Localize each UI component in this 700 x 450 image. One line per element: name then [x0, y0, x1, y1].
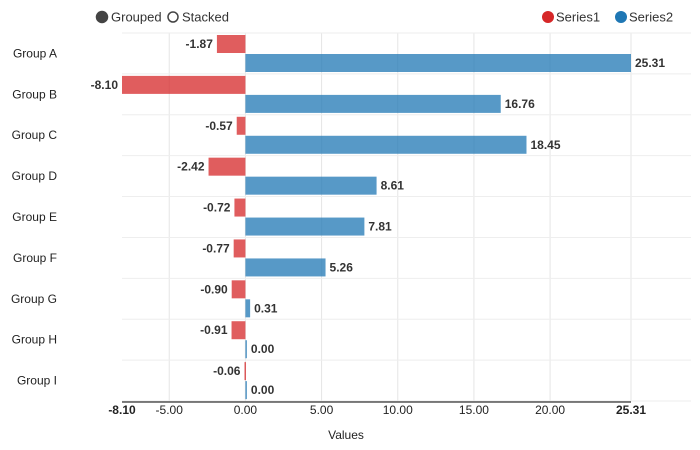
x-tick-label: 5.00	[310, 403, 334, 417]
category-label: Group F	[13, 251, 57, 265]
stacked-label[interactable]: Stacked	[182, 10, 229, 25]
bar-series1-group-f[interactable]	[233, 239, 246, 258]
category-label: Group B	[12, 87, 57, 101]
bar-series2-group-a[interactable]	[245, 54, 631, 72]
category-label: Group H	[12, 333, 57, 347]
legend-label[interactable]: Series1	[556, 10, 600, 25]
value-label: 0.00	[251, 342, 275, 356]
value-label: -0.91	[200, 323, 228, 337]
x-tick-label: 15.00	[459, 403, 489, 417]
category-label: Group I	[17, 374, 57, 388]
bar-series2-group-d[interactable]	[245, 176, 377, 195]
bar-series2-group-g[interactable]	[245, 299, 251, 318]
grouped-control[interactable]: Grouped	[95, 10, 162, 25]
value-label: 7.81	[368, 220, 392, 234]
category-label: Group D	[12, 169, 58, 183]
category-label: Group E	[12, 210, 57, 224]
value-label: -8.10	[91, 78, 119, 92]
bar-series1-group-a[interactable]	[216, 35, 246, 53]
bar-series1-group-b[interactable]	[122, 75, 246, 94]
legend-swatch-icon[interactable]	[615, 11, 627, 23]
value-labels: -1.87 25.31 -8.10 16.76 -0.57 18.45 -2.42 8.61 -…	[91, 37, 666, 397]
stacked-radio-icon[interactable]	[167, 11, 179, 23]
grouped-stacked-controls[interactable]: Grouped Stacked	[95, 10, 229, 25]
bar-series2-group-c[interactable]	[245, 135, 527, 154]
value-label: -1.87	[186, 37, 214, 51]
x-edge-label: -8.10	[108, 403, 136, 417]
bar-series2-group-h[interactable]	[245, 340, 247, 359]
category-labels: Group A Group B Group C Group D Group E Group…	[11, 46, 57, 387]
bar-series1-group-c[interactable]	[236, 116, 246, 135]
bar-series1-group-g[interactable]	[231, 280, 246, 299]
value-label: -0.77	[202, 241, 230, 255]
value-label: 16.76	[505, 97, 535, 111]
value-label: 8.61	[381, 179, 405, 193]
bar-series2-group-e[interactable]	[245, 217, 365, 236]
bar-series2-group-f[interactable]	[245, 258, 326, 277]
bar-series1-group-h[interactable]	[231, 321, 246, 340]
category-label: Group C	[12, 128, 58, 142]
value-label: 18.45	[530, 138, 560, 152]
bar-series1-group-d[interactable]	[208, 157, 246, 176]
value-label: 0.31	[254, 301, 278, 315]
value-label: 5.26	[330, 260, 354, 274]
grouped-radio-icon[interactable]	[95, 10, 109, 24]
grouped-label[interactable]: Grouped	[111, 10, 162, 25]
bar-series2-group-b[interactable]	[245, 94, 501, 113]
legend-label[interactable]: Series2	[629, 10, 673, 25]
legend-swatch-icon[interactable]	[542, 11, 554, 23]
x-axis-title: Values	[328, 428, 364, 442]
legend[interactable]: Series1 Series2	[542, 10, 673, 25]
bar-series2-group-i[interactable]	[245, 381, 247, 400]
value-label: -0.06	[213, 364, 241, 378]
value-label: -0.72	[203, 201, 231, 215]
bar-series1-group-i[interactable]	[244, 362, 246, 381]
x-tick-label: 0.00	[234, 403, 258, 417]
x-tick-label: 10.00	[383, 403, 413, 417]
value-label: -0.90	[200, 282, 228, 296]
value-label: -0.57	[205, 119, 233, 133]
bar-series1-group-e[interactable]	[234, 198, 246, 217]
category-label: Group A	[13, 46, 57, 60]
x-edge-label: 25.31	[616, 403, 646, 417]
legend-item-series2[interactable]: Series2	[615, 10, 673, 25]
x-tick-label: -5.00	[156, 403, 184, 417]
value-label: 25.31	[635, 56, 665, 70]
bars	[122, 35, 631, 400]
x-axis: -5.00 0.00 5.00 10.00 15.00 20.00 -8.10 25.31	[108, 401, 646, 417]
legend-item-series1[interactable]: Series1	[542, 10, 600, 25]
grid	[122, 32, 691, 402]
value-label: 0.00	[251, 383, 275, 397]
category-label: Group G	[11, 292, 57, 306]
stacked-control[interactable]: Stacked	[167, 10, 229, 25]
x-tick-label: 20.00	[535, 403, 565, 417]
value-label: -2.42	[177, 160, 205, 174]
